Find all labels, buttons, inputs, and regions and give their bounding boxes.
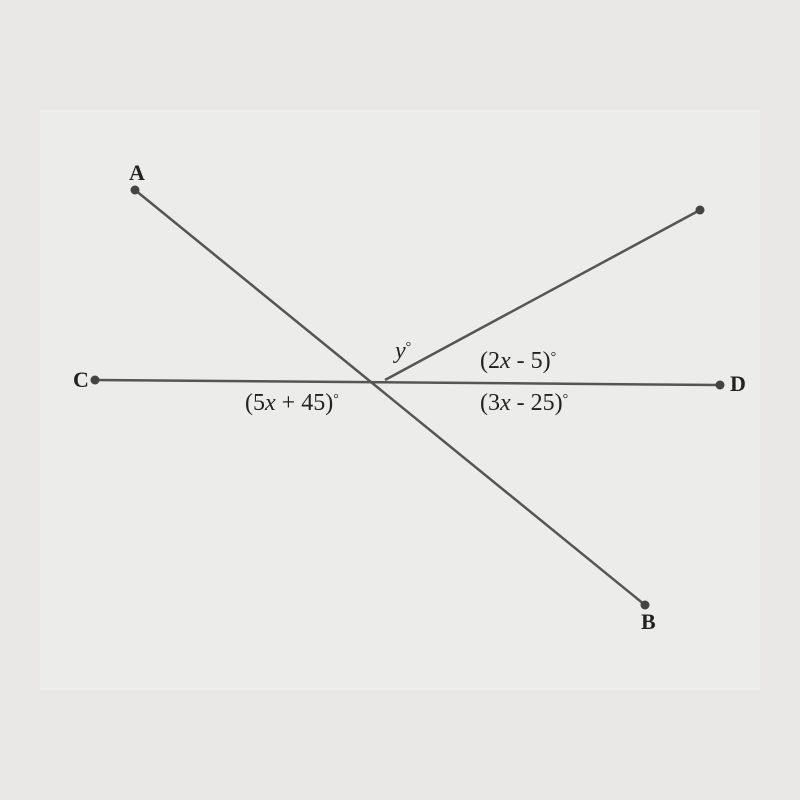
angle-label-3: (3x - 25)° bbox=[480, 390, 568, 416]
point-D bbox=[716, 381, 725, 390]
line-C-D bbox=[95, 380, 720, 385]
geometry-diagram: A C D By° (2x - 5)° (5x + 45)° (3x - 25)° bbox=[40, 110, 760, 690]
point-label-A: A bbox=[129, 160, 145, 185]
point-label-B: B bbox=[641, 609, 656, 634]
angle-label-2: (5x + 45)° bbox=[245, 390, 339, 416]
angle-label-0: y° bbox=[393, 338, 411, 364]
point-upper-right bbox=[696, 206, 705, 215]
point-A bbox=[131, 186, 140, 195]
point-label-C: C bbox=[73, 367, 89, 392]
point-C bbox=[91, 376, 100, 385]
line-A-B bbox=[135, 190, 645, 605]
angle-label-1: (2x - 5)° bbox=[480, 348, 556, 374]
point-label-D: D bbox=[730, 371, 746, 396]
diagram-svg: A C D By° (2x - 5)° (5x + 45)° (3x - 25)° bbox=[40, 110, 760, 690]
